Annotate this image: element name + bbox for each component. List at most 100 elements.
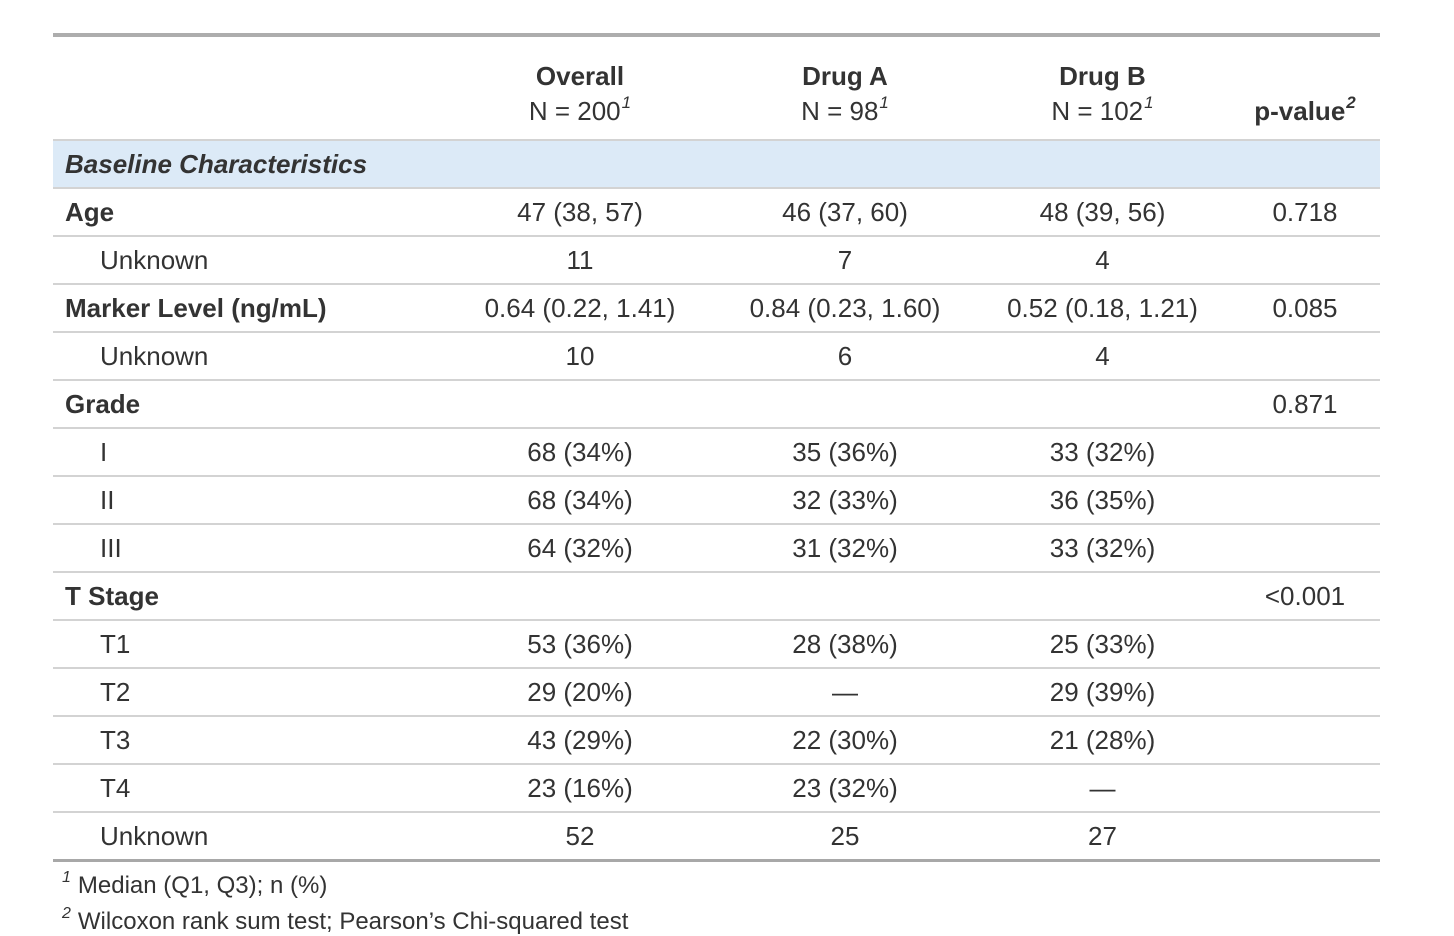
cell-overall: 43 (29%) <box>445 716 715 765</box>
table-row: III 64 (32%) 31 (32%) 33 (32%) <box>53 524 1380 573</box>
cell-drug-a: 23 (32%) <box>715 764 975 813</box>
cell-overall: 64 (32%) <box>445 524 715 573</box>
cell-overall <box>445 380 715 429</box>
cell-drug-a: 0.84 (0.23, 1.60) <box>715 284 975 333</box>
footnote-row: 1 Median (Q1, Q3); n (%) 2 Wilcoxon rank s… <box>53 861 1380 936</box>
header-row: Overall N = 2001 Drug A N = 981 Drug B N… <box>53 35 1380 141</box>
table-row: T4 23 (16%) 23 (32%) — <box>53 764 1380 813</box>
footnote-mark-1: 1 <box>879 93 889 113</box>
table-row: Unknown 52 25 27 <box>53 812 1380 862</box>
cell-drug-a: 31 (32%) <box>715 524 975 573</box>
cell-drug-a: 22 (30%) <box>715 716 975 765</box>
cell-drug-a <box>715 572 975 621</box>
cell-p-value <box>1230 236 1380 285</box>
header-drug-b-n-text: N = 102 <box>1051 96 1144 126</box>
cell-drug-b: 0.52 (0.18, 1.21) <box>975 284 1230 333</box>
cell-drug-a <box>715 380 975 429</box>
footnote-2-mark: 2 <box>62 905 71 922</box>
row-label: T Stage <box>53 572 445 621</box>
row-label: T1 <box>53 620 445 669</box>
cell-overall: 52 <box>445 812 715 862</box>
table-body: Baseline Characteristics Age 47 (38, 57) 4… <box>53 140 1380 862</box>
cell-overall: 11 <box>445 236 715 285</box>
header-p-value: p-value2 <box>1230 35 1380 141</box>
header-overall-label: Overall <box>535 61 625 91</box>
group-header-label: Baseline Characteristics <box>53 140 1380 189</box>
summary-table: Overall N = 2001 Drug A N = 981 Drug B N… <box>53 33 1380 936</box>
table-row: I 68 (34%) 35 (36%) 33 (32%) <box>53 428 1380 477</box>
row-label: I <box>53 428 445 477</box>
row-label: T2 <box>53 668 445 717</box>
table-row: II 68 (34%) 32 (33%) 36 (35%) <box>53 476 1380 525</box>
footnote-mark-1: 1 <box>621 93 632 113</box>
cell-drug-a: 46 (37, 60) <box>715 188 975 237</box>
row-label: Grade <box>53 380 445 429</box>
cell-p-value <box>1230 428 1380 477</box>
row-label: Unknown <box>53 236 445 285</box>
cell-drug-b: 4 <box>975 332 1230 381</box>
cell-p-value: 0.085 <box>1230 284 1380 333</box>
cell-drug-a: 6 <box>715 332 975 381</box>
row-label: T3 <box>53 716 445 765</box>
cell-drug-a: 25 <box>715 812 975 862</box>
cell-drug-a: 32 (33%) <box>715 476 975 525</box>
cell-drug-b <box>975 380 1230 429</box>
cell-drug-a: 35 (36%) <box>715 428 975 477</box>
cell-overall: 0.64 (0.22, 1.41) <box>445 284 715 333</box>
header-drug-a-n-text: N = 98 <box>801 96 879 126</box>
header-overall-n: N = 2001 <box>449 94 711 129</box>
table-row: T2 29 (20%) —29 (39%) <box>53 668 1380 717</box>
cell-overall: 23 (16%) <box>445 764 715 813</box>
header-overall-n-text: N = 200 <box>528 96 621 126</box>
cell-overall: 53 (36%) <box>445 620 715 669</box>
table-row: Age 47 (38, 57) 46 (37, 60) 48 (39, 56) 0.71… <box>53 188 1380 237</box>
cell-overall: 47 (38, 57) <box>445 188 715 237</box>
table-row: T3 43 (29%) 22 (30%) 21 (28%) <box>53 716 1380 765</box>
cell-drug-b: 48 (39, 56) <box>975 188 1230 237</box>
footnote-cell: 1 Median (Q1, Q3); n (%) 2 Wilcoxon rank s… <box>53 861 1380 936</box>
cell-drug-b: 33 (32%) <box>975 524 1230 573</box>
cell-drug-a: — <box>715 668 975 717</box>
footnote-mark-1: 1 <box>1144 93 1154 113</box>
table-row: Marker Level (ng/mL) 0.64 (0.22, 1.41) 0.8… <box>53 284 1380 333</box>
table-row: T Stage <0.001 <box>53 572 1380 621</box>
summary-table-container: Overall N = 2001 Drug A N = 981 Drug B N… <box>53 33 1380 936</box>
header-overall: Overall N = 2001 <box>445 35 715 141</box>
cell-drug-b: 33 (32%) <box>975 428 1230 477</box>
cell-overall: 68 (34%) <box>445 476 715 525</box>
cell-p-value <box>1230 716 1380 765</box>
cell-p-value <box>1230 476 1380 525</box>
cell-drug-a: 28 (38%) <box>715 620 975 669</box>
table-row: Grade 0.871 <box>53 380 1380 429</box>
header-p-value-label: p-value2 <box>1234 94 1376 129</box>
cell-drug-b: — <box>975 764 1230 813</box>
cell-drug-b <box>975 572 1230 621</box>
row-label: II <box>53 476 445 525</box>
cell-drug-b: 36 (35%) <box>975 476 1230 525</box>
row-label: Age <box>53 188 445 237</box>
header-drug-b: Drug B N = 1021 <box>975 35 1230 141</box>
header-drug-b-n: N = 1021 <box>979 94 1226 129</box>
cell-p-value: <0.001 <box>1230 572 1380 621</box>
footnote-2: 2 Wilcoxon rank sum test; Pearson’s Chi-s… <box>61 904 1376 936</box>
cell-p-value: 0.871 <box>1230 380 1380 429</box>
cell-overall: 68 (34%) <box>445 428 715 477</box>
footnote-1-text: Median (Q1, Q3); n (%) <box>77 872 328 899</box>
row-label: T4 <box>53 764 445 813</box>
row-label: III <box>53 524 445 573</box>
footnote-mark-2: 2 <box>1346 93 1356 113</box>
cell-p-value <box>1230 668 1380 717</box>
table-row: Unknown 11 7 4 <box>53 236 1380 285</box>
table-header: Overall N = 2001 Drug A N = 981 Drug B N… <box>53 35 1380 141</box>
cell-p-value <box>1230 764 1380 813</box>
cell-p-value <box>1230 620 1380 669</box>
row-label: Unknown <box>53 332 445 381</box>
cell-overall: 10 <box>445 332 715 381</box>
cell-p-value <box>1230 812 1380 862</box>
cell-overall <box>445 572 715 621</box>
cell-drug-b: 27 <box>975 812 1230 862</box>
cell-drug-b: 29 (39%) <box>975 668 1230 717</box>
header-drug-a: Drug A N = 981 <box>715 35 975 141</box>
header-drug-a-label: Drug A <box>802 61 888 91</box>
